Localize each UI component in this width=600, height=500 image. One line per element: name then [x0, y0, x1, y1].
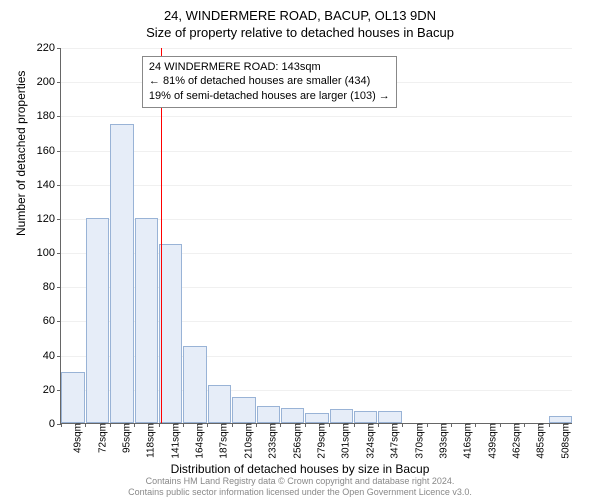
x-tick-label: 462sqm: [510, 423, 523, 459]
histogram-bar: [354, 411, 377, 423]
gridline: [61, 48, 572, 49]
y-tick-mark: [57, 356, 61, 357]
x-tick-label: 416sqm: [461, 423, 474, 459]
y-tick-mark: [57, 253, 61, 254]
x-tick-label: 370sqm: [412, 423, 425, 459]
y-tick-mark: [57, 151, 61, 152]
x-tick-mark: [549, 423, 550, 427]
x-tick-label: 301sqm: [339, 423, 352, 459]
x-tick-mark: [329, 423, 330, 427]
x-tick-mark: [134, 423, 135, 427]
x-tick-label: 508sqm: [558, 423, 571, 459]
histogram-bar: [257, 406, 280, 423]
x-tick-label: 279sqm: [315, 423, 328, 459]
footer-line-2: Contains public sector information licen…: [0, 487, 600, 498]
x-tick-mark: [207, 423, 208, 427]
x-tick-mark: [183, 423, 184, 427]
histogram-bar: [549, 416, 572, 423]
histogram-bar: [305, 413, 328, 423]
annotation-line-1: 24 WINDERMERE ROAD: 143sqm: [149, 60, 390, 75]
annotation-line-2: ← 81% of detached houses are smaller (43…: [149, 74, 390, 89]
histogram-bar: [110, 124, 133, 423]
x-tick-label: 347sqm: [388, 423, 401, 459]
histogram-bar: [232, 397, 255, 423]
x-axis-label: Distribution of detached houses by size …: [0, 462, 600, 476]
y-tick-mark: [57, 185, 61, 186]
y-tick-mark: [57, 116, 61, 117]
x-tick-label: 233sqm: [266, 423, 279, 459]
x-tick-mark: [354, 423, 355, 427]
x-tick-mark: [159, 423, 160, 427]
x-tick-label: 485sqm: [534, 423, 547, 459]
histogram-bar: [159, 244, 182, 423]
y-tick-mark: [57, 82, 61, 83]
x-tick-label: 324sqm: [363, 423, 376, 459]
x-tick-label: 118sqm: [144, 423, 157, 458]
x-tick-label: 164sqm: [193, 423, 206, 459]
gridline: [61, 116, 572, 117]
x-tick-label: 72sqm: [95, 423, 108, 453]
gridline: [61, 151, 572, 152]
x-tick-mark: [61, 423, 62, 427]
x-tick-mark: [427, 423, 428, 427]
x-tick-label: 210sqm: [241, 423, 254, 459]
histogram-bar: [61, 372, 84, 423]
x-tick-mark: [280, 423, 281, 427]
histogram-bar: [281, 408, 304, 423]
annotation-box: 24 WINDERMERE ROAD: 143sqm ← 81% of deta…: [142, 56, 397, 109]
x-tick-label: 187sqm: [217, 423, 230, 459]
x-tick-mark: [500, 423, 501, 427]
x-tick-mark: [475, 423, 476, 427]
histogram-bar: [208, 385, 231, 423]
x-tick-label: 141sqm: [168, 423, 181, 459]
histogram-bar: [378, 411, 401, 423]
x-tick-mark: [110, 423, 111, 427]
plot-container: 02040608010012014016018020022049sqm72sqm…: [60, 48, 572, 424]
x-tick-mark: [305, 423, 306, 427]
histogram-bar: [86, 218, 109, 423]
annotation-line-3: 19% of semi-detached houses are larger (…: [149, 89, 390, 104]
x-tick-label: 393sqm: [436, 423, 449, 459]
x-tick-label: 256sqm: [290, 423, 303, 459]
x-tick-mark: [402, 423, 403, 427]
x-tick-mark: [378, 423, 379, 427]
x-tick-label: 95sqm: [119, 423, 132, 453]
gridline: [61, 185, 572, 186]
histogram-bar: [183, 346, 206, 423]
x-tick-label: 439sqm: [485, 423, 498, 459]
x-tick-mark: [232, 423, 233, 427]
y-tick-mark: [57, 321, 61, 322]
x-tick-mark: [451, 423, 452, 427]
y-tick-mark: [57, 287, 61, 288]
chart-title-main: 24, WINDERMERE ROAD, BACUP, OL13 9DN: [0, 0, 600, 23]
histogram-bar: [135, 218, 158, 423]
chart-title-sub: Size of property relative to detached ho…: [0, 23, 600, 40]
footer-line-1: Contains HM Land Registry data © Crown c…: [0, 476, 600, 487]
footer: Contains HM Land Registry data © Crown c…: [0, 476, 600, 498]
histogram-bar: [330, 409, 353, 423]
y-tick-mark: [57, 219, 61, 220]
y-tick-mark: [57, 48, 61, 49]
x-tick-mark: [524, 423, 525, 427]
x-tick-label: 49sqm: [71, 423, 84, 453]
y-tick-mark: [57, 390, 61, 391]
x-tick-mark: [256, 423, 257, 427]
y-axis-label: Number of detached properties: [14, 71, 28, 236]
x-tick-mark: [85, 423, 86, 427]
